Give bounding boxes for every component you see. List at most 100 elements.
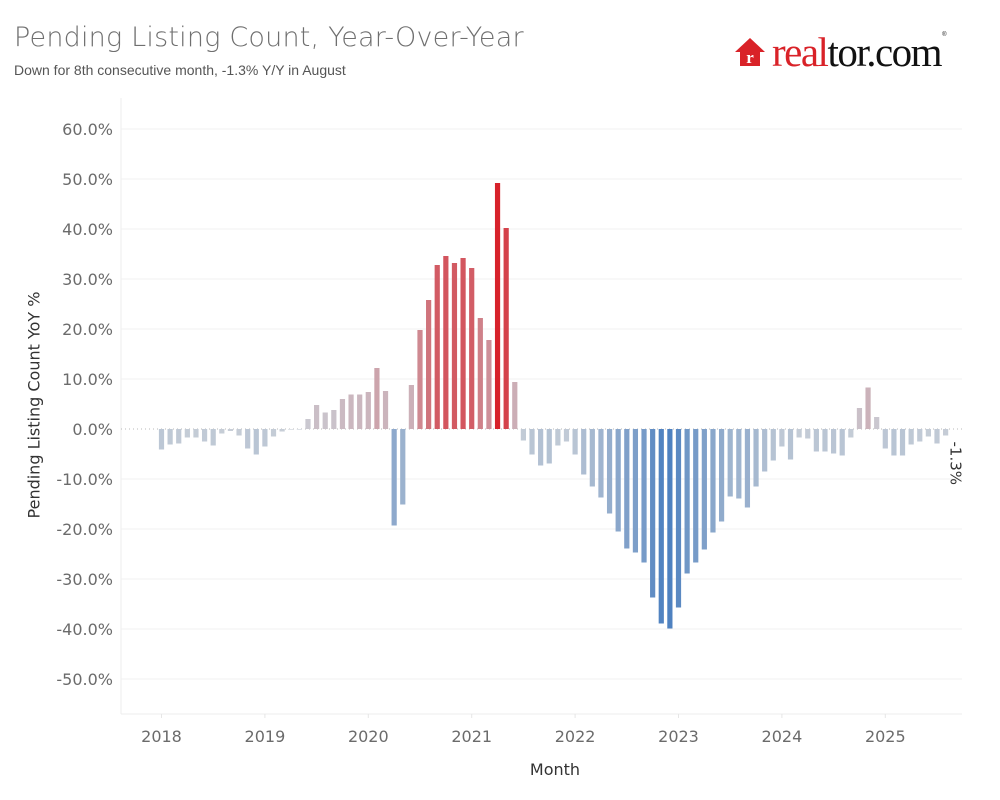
- bar: [701, 429, 707, 550]
- bar: [503, 228, 509, 429]
- bar: [460, 258, 466, 429]
- bar: [314, 405, 320, 429]
- chart-title: Pending Listing Count, Year-Over-Year: [14, 22, 524, 53]
- bar: [219, 429, 225, 434]
- bar: [874, 417, 880, 429]
- logo-registered-mark: ®: [942, 31, 946, 38]
- bar: [770, 429, 776, 461]
- bar: [357, 394, 363, 429]
- bar: [451, 263, 458, 429]
- y-tick-label: -10.0%: [56, 470, 113, 489]
- bar: [494, 183, 501, 429]
- bar: [555, 429, 561, 446]
- bar: [908, 429, 914, 445]
- bar: [193, 429, 199, 438]
- bar: [856, 408, 863, 429]
- bar: [227, 429, 234, 431]
- bar: [762, 429, 768, 472]
- bar: [641, 429, 647, 563]
- bar: [572, 429, 578, 455]
- bar: [934, 429, 940, 444]
- bar: [589, 429, 595, 487]
- x-axis-ticks: 2018 2019 2020 2021 2022 2023 2024 2025: [141, 714, 906, 746]
- bar: [606, 429, 613, 514]
- bar: [538, 429, 544, 466]
- bar: [426, 300, 432, 429]
- y-tick-label: -30.0%: [56, 570, 113, 589]
- bar: [779, 429, 785, 447]
- y-tick-label: 50.0%: [62, 170, 113, 189]
- bar: [891, 429, 897, 456]
- bar: [167, 429, 173, 445]
- bar: [158, 429, 165, 450]
- bar: [262, 429, 268, 447]
- bar: [865, 387, 871, 429]
- realtor-logo: r realtor.com®: [734, 28, 946, 75]
- bar: [848, 429, 854, 438]
- bar: [253, 429, 259, 455]
- bar: [296, 429, 302, 430]
- last-value-label: -1.3%: [947, 442, 965, 486]
- bar: [693, 429, 699, 563]
- bar: [176, 429, 182, 444]
- bar: [529, 429, 535, 455]
- bar: [382, 391, 389, 429]
- x-tick-label: 2021: [451, 727, 492, 746]
- bar: [615, 429, 621, 532]
- annotations: -1.3%: [947, 442, 965, 486]
- bar: [305, 419, 311, 429]
- bar: [925, 429, 931, 437]
- bar: [736, 429, 742, 499]
- x-tick-label: 2024: [762, 727, 803, 746]
- bar: [624, 429, 630, 549]
- bar: [684, 429, 690, 574]
- y-tick-label: 30.0%: [62, 270, 113, 289]
- y-axis-ticks: 60.0% 50.0% 40.0% 30.0% 20.0% 10.0% 0.0% -10.0%…: [56, 120, 113, 689]
- y-tick-label: 40.0%: [62, 220, 113, 239]
- bar: [822, 429, 828, 452]
- bar: [882, 429, 888, 449]
- x-tick-label: 2022: [555, 727, 596, 746]
- bar: [477, 318, 483, 429]
- bar: [520, 429, 526, 441]
- y-tick-label: 20.0%: [62, 320, 113, 339]
- bar: [279, 429, 285, 432]
- y-tick-label: 0.0%: [72, 420, 113, 439]
- bar: [486, 340, 492, 429]
- bar: [348, 394, 354, 429]
- bar: [288, 429, 294, 430]
- chart-subtitle: Down for 8th consecutive month, -1.3% Y/…: [14, 62, 346, 78]
- gridlines: [120, 98, 962, 715]
- bar: [667, 429, 673, 629]
- bar: [675, 429, 682, 608]
- bar: [899, 429, 906, 456]
- bar: [813, 429, 819, 452]
- x-axis-label: Month: [529, 760, 581, 779]
- bar: [417, 330, 423, 429]
- bar: [563, 429, 570, 442]
- bar: [512, 382, 518, 429]
- bar: [632, 429, 639, 553]
- bar: [245, 429, 251, 449]
- x-tick-label: 2018: [141, 727, 182, 746]
- bar: [598, 429, 604, 498]
- bar: [365, 392, 371, 429]
- bar: [831, 429, 837, 454]
- bar: [744, 429, 751, 508]
- x-tick-label: 2019: [245, 727, 286, 746]
- bar: [710, 429, 716, 533]
- house-icon: r: [735, 38, 765, 67]
- logo-text-real: real: [772, 28, 829, 75]
- bar: [839, 429, 845, 456]
- bar: [546, 429, 552, 464]
- logo-house-letter: r: [746, 48, 754, 67]
- bar: [796, 429, 802, 438]
- y-tick-label: 60.0%: [62, 120, 113, 139]
- bar: [805, 429, 811, 439]
- bars: [158, 183, 949, 629]
- bar: [727, 429, 733, 497]
- logo-text-tor-com: tor.com: [827, 28, 942, 75]
- bar: [322, 412, 328, 429]
- bar: [270, 429, 277, 437]
